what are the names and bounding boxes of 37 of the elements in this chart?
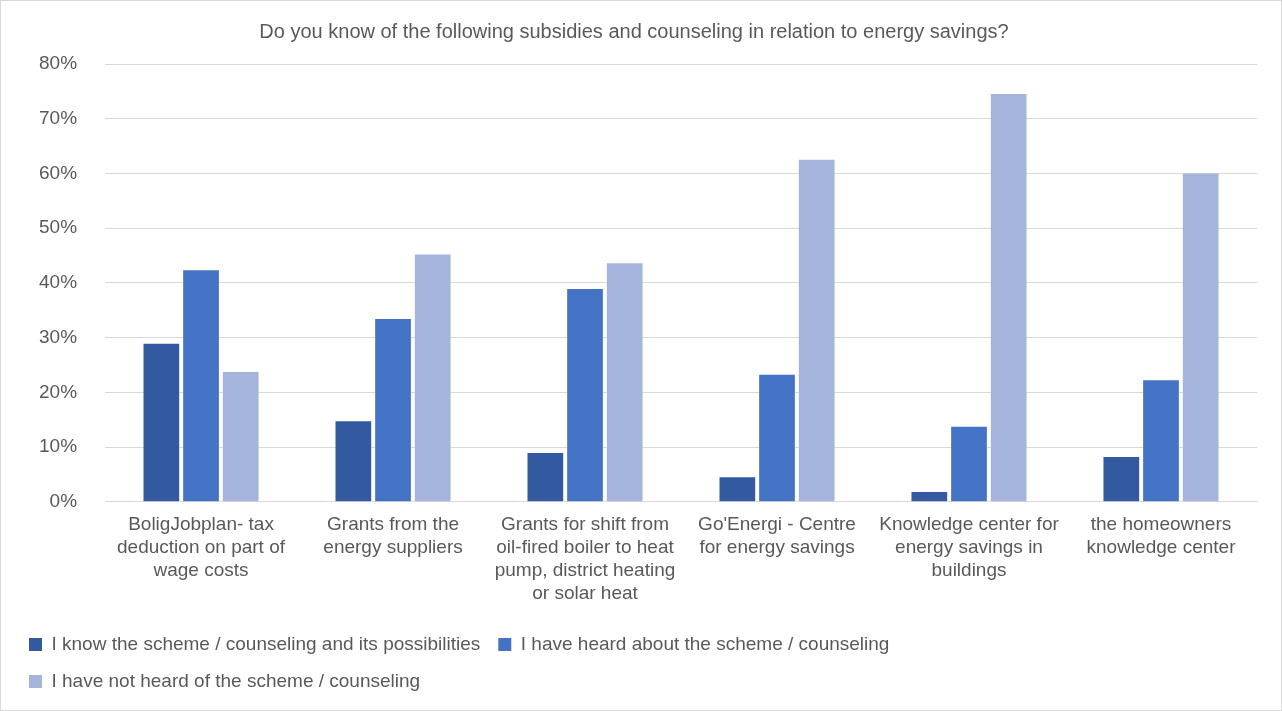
bar: [143, 343, 180, 502]
y-tick-label: 0%: [49, 490, 78, 512]
bar: [759, 374, 795, 502]
x-tick-label: Grants for shift from oil-fired boiler to heat pump, district heating or solar heat: [494, 513, 676, 603]
bar: [719, 477, 756, 502]
bar: [1143, 380, 1179, 502]
bar: [1182, 173, 1219, 502]
legend-label: I have heard about the scheme / counseling: [520, 632, 890, 654]
x-tick-label: Go'Energi - Centre for energy savings: [698, 513, 856, 558]
legend-label: I have not heard of the scheme / counseling: [51, 669, 421, 691]
bar: [798, 159, 835, 502]
y-tick-label: 10%: [39, 435, 78, 457]
x-tick-label: Knowledge center for energy savings in buildings: [879, 513, 1060, 581]
bar: [183, 270, 219, 502]
y-tick-label: 20%: [39, 380, 78, 402]
y-tick-label: 60%: [39, 161, 78, 183]
bar: [911, 491, 948, 502]
bar: [990, 94, 1027, 502]
y-tick-label: 80%: [39, 52, 78, 74]
y-tick-label: 40%: [39, 271, 78, 293]
y-tick-label: 30%: [39, 325, 78, 347]
bar: [1103, 456, 1140, 502]
bar: [335, 421, 372, 502]
x-tick-label: BoligJobplan- tax deduction on part of wage costs: [117, 513, 286, 581]
bar: [951, 426, 987, 502]
bar: [567, 288, 603, 502]
y-tick-label: 70%: [39, 106, 78, 128]
bar: [527, 453, 564, 502]
bar: [222, 372, 259, 502]
x-tick-label: the homeowners knowledge center: [1086, 513, 1237, 558]
chart-title: Do you know of the following subsidies and counseling in relation to energy savings?: [259, 19, 1009, 42]
bar: [375, 319, 411, 502]
bar: [606, 263, 643, 502]
legend-label: I know the scheme / counseling and its possibilities: [51, 632, 481, 654]
x-tick-label: Grants from the energy suppliers: [323, 513, 463, 558]
bar: [414, 254, 451, 502]
y-tick-label: 50%: [39, 216, 78, 238]
